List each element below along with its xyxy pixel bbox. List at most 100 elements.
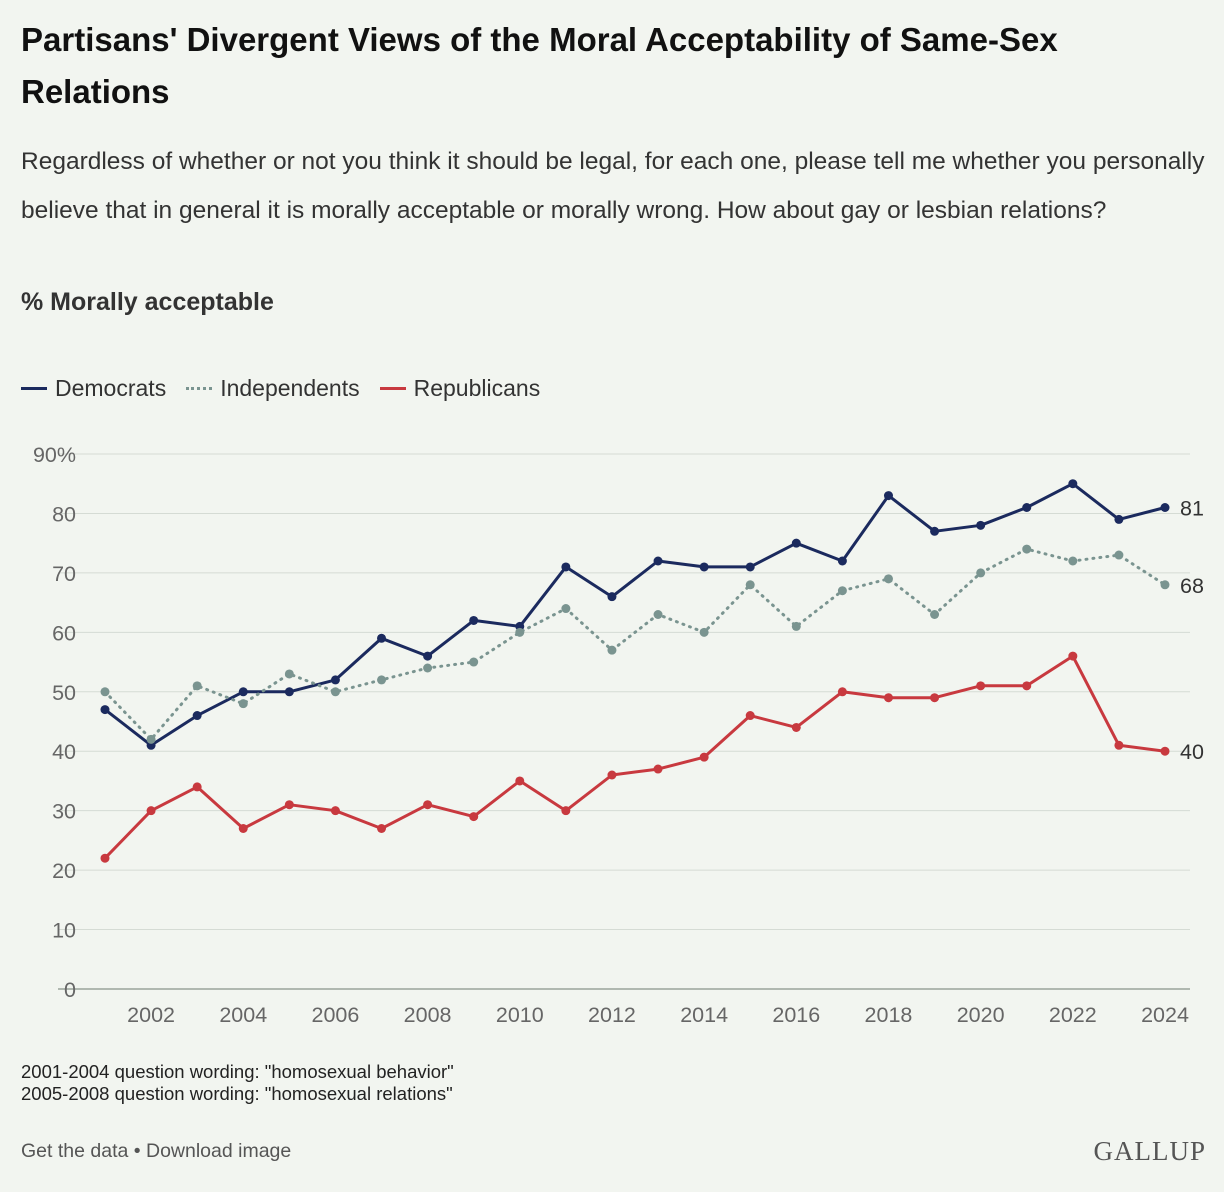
data-point-republicans: [377, 824, 387, 833]
data-point-republicans: [791, 722, 801, 732]
x-tick-label: 2024: [1141, 1003, 1189, 1027]
series-line-republicans: [103, 654, 1167, 860]
data-point-independents: [284, 669, 294, 679]
data-point-democrats: [1022, 503, 1032, 512]
data-point-republicans: [192, 782, 202, 792]
y-tick-label: 60: [52, 621, 76, 645]
data-point-independents: [192, 681, 202, 691]
data-point-independents: [330, 687, 340, 697]
gallup-logo: GALLUP: [1093, 1136, 1206, 1166]
data-point-independents: [791, 621, 801, 631]
data-point-democrats: [1068, 479, 1078, 489]
data-point-republicans: [1114, 740, 1124, 750]
data-point-independents: [653, 610, 663, 619]
data-point-independents: [561, 604, 571, 614]
footer-separator: •: [133, 1140, 141, 1162]
x-tick-label: 2016: [772, 1003, 820, 1027]
data-point-democrats: [284, 687, 294, 697]
end-label-democrats: 81: [1180, 497, 1204, 521]
x-tick-label: 2022: [1049, 1003, 1097, 1027]
data-point-democrats: [192, 711, 202, 721]
x-tick-label: 2014: [680, 1003, 728, 1027]
data-point-democrats: [883, 491, 893, 501]
data-point-independents: [837, 586, 847, 596]
data-point-democrats: [976, 520, 986, 530]
data-point-republicans: [284, 800, 294, 810]
series-lines: [100, 479, 1170, 863]
note-line-2: 2005-2008 question wording: "homosexual …: [21, 1083, 453, 1104]
data-point-democrats: [330, 675, 340, 685]
y-axis-ticks: 0 10 20 30 40 50 60 70 80 90%: [33, 443, 76, 1002]
data-point-republicans: [653, 764, 663, 774]
legend-swatch-democrats: [21, 386, 47, 390]
y-tick-label: 10: [52, 919, 76, 943]
data-point-republicans: [745, 711, 755, 721]
data-point-independents: [1114, 550, 1124, 560]
data-point-democrats: [791, 538, 801, 548]
data-point-independents: [699, 627, 709, 637]
data-point-independents: [976, 568, 986, 578]
x-tick-label: 2010: [496, 1003, 544, 1027]
y-tick-label: 80: [52, 502, 76, 526]
data-point-democrats: [100, 705, 110, 715]
end-labels: 81 68 40: [1180, 497, 1204, 765]
data-point-republicans: [238, 824, 248, 833]
legend-label-republicans: Republicans: [413, 374, 541, 401]
series-line-democrats: [103, 482, 1167, 747]
data-point-republicans: [1160, 746, 1170, 756]
data-point-democrats: [699, 562, 709, 572]
data-point-independents: [515, 627, 525, 637]
x-axis-ticks: 2002 2004 2006 2008 2010 2012 2014 2016 2018 2020…: [127, 1003, 1189, 1027]
data-point-republicans: [1022, 681, 1032, 691]
x-tick-label: 2012: [588, 1003, 636, 1027]
data-point-independents: [469, 657, 479, 667]
legend: Democrats Independents Republicans: [21, 372, 540, 404]
x-tick-label: 2008: [404, 1003, 452, 1027]
legend-swatch-independents: [186, 386, 213, 390]
data-point-republicans: [100, 853, 110, 863]
data-point-republicans: [423, 800, 433, 810]
data-point-democrats: [238, 687, 248, 697]
gridlines: [58, 453, 1190, 990]
data-point-independents: [607, 645, 617, 655]
data-point-independents: [1022, 544, 1032, 554]
legend-label-democrats: Democrats: [55, 374, 167, 401]
note-line-1: 2001-2004 question wording: "homosexual …: [21, 1061, 454, 1082]
measure-label: % Morally acceptable: [21, 288, 274, 316]
y-tick-label: 0: [64, 978, 76, 1002]
data-point-independents: [1068, 556, 1078, 566]
data-point-democrats: [837, 556, 847, 566]
data-point-republicans: [515, 776, 525, 786]
data-point-democrats: [1160, 503, 1170, 512]
data-point-independents: [930, 610, 940, 619]
data-point-democrats: [423, 651, 433, 661]
data-point-republicans: [699, 752, 709, 762]
footer-links: Get the data • Download image: [21, 1140, 291, 1163]
series-line-independents: [103, 547, 1167, 741]
y-tick-label: 40: [52, 740, 76, 764]
y-tick-label: 50: [52, 681, 76, 705]
x-tick-label: 2020: [957, 1003, 1005, 1027]
data-point-republicans: [883, 693, 893, 703]
data-point-independents: [423, 663, 433, 673]
y-tick-label: 70: [52, 562, 76, 586]
chart-subtitle: Regardless of whether or not you think i…: [21, 148, 1205, 224]
data-point-democrats: [561, 562, 571, 572]
data-point-republicans: [607, 770, 617, 780]
download-image-link[interactable]: Download image: [146, 1140, 292, 1162]
data-point-republicans: [837, 687, 847, 697]
data-point-democrats: [377, 633, 387, 643]
get-data-link[interactable]: Get the data: [21, 1140, 129, 1162]
data-point-democrats: [745, 562, 755, 572]
y-tick-label: 90%: [33, 443, 76, 467]
data-point-independents: [745, 580, 755, 590]
data-point-republicans: [561, 806, 571, 816]
data-point-democrats: [469, 615, 479, 625]
data-point-democrats: [1114, 514, 1124, 524]
chart-title: Partisans' Divergent Views of the Moral …: [21, 21, 1058, 110]
y-tick-label: 20: [52, 859, 76, 883]
data-point-republicans: [1068, 651, 1078, 661]
question-wording-notes: 2001-2004 question wording: "homosexual …: [21, 1061, 454, 1105]
data-point-independents: [883, 574, 893, 584]
data-point-republicans: [930, 693, 940, 703]
